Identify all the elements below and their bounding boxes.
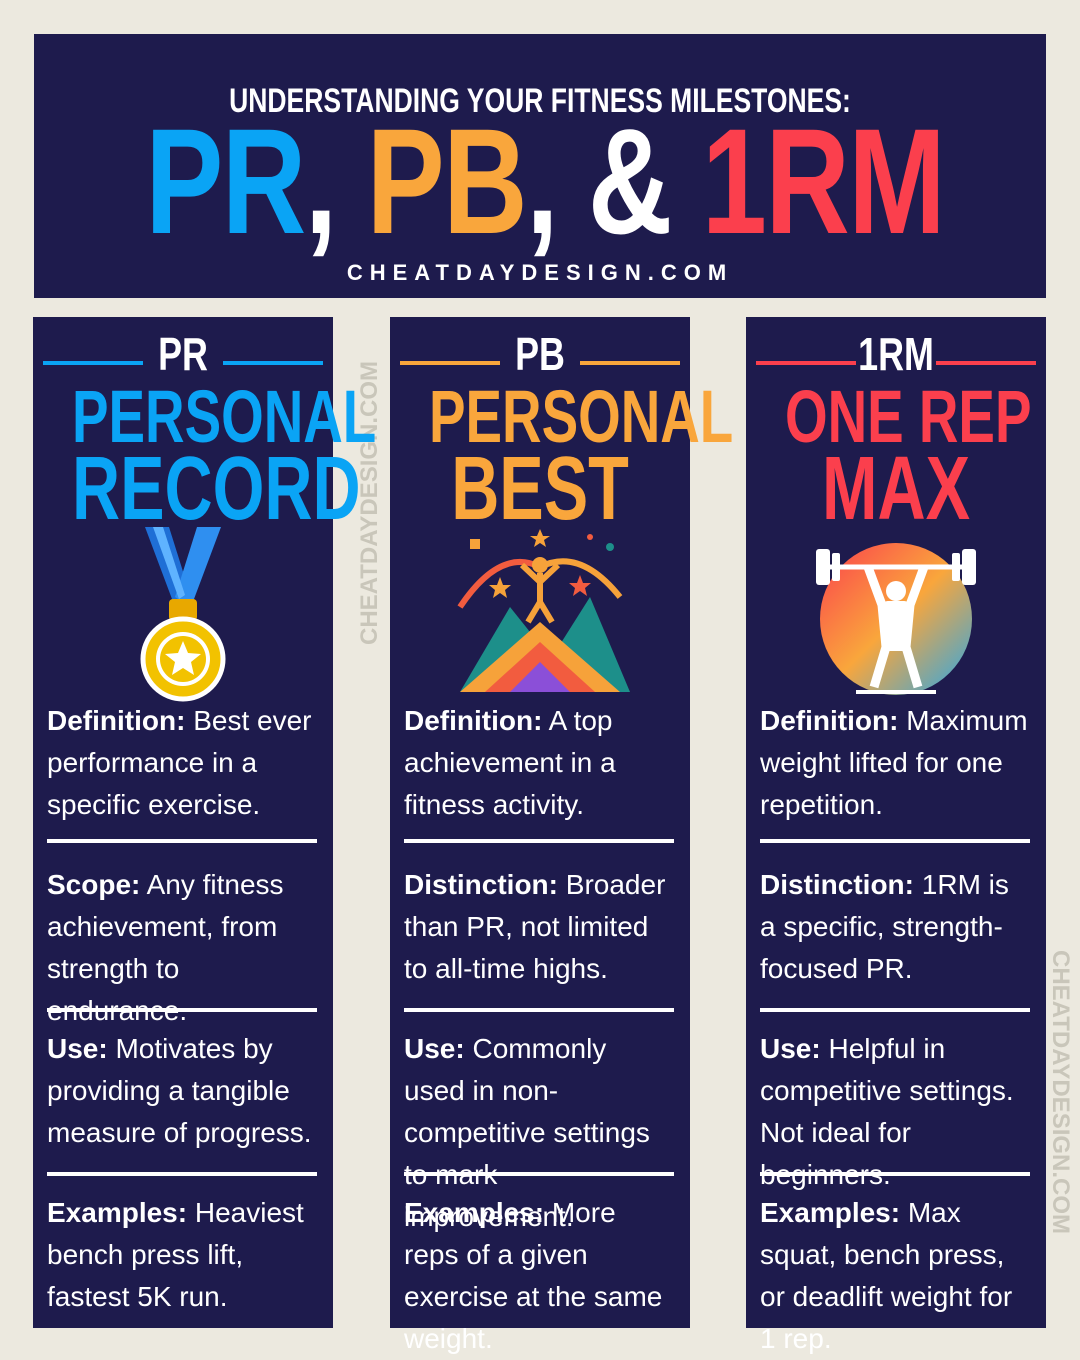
section-examples: Examples: Max squat, bench press, or dea… xyxy=(760,1197,1013,1354)
section-divider xyxy=(404,1008,674,1012)
column-title-line-1: PERSONAL xyxy=(429,375,734,458)
section-divider xyxy=(47,1008,317,1012)
title-1rm: 1RM xyxy=(701,97,946,265)
abbr-line-left xyxy=(43,361,143,365)
header-site: CHEATDAYDESIGN.COM xyxy=(346,260,734,285)
column-1rm: 1RM ONE REP MAX Definition: Maximum weig… xyxy=(746,317,1046,1354)
section-use: Use: Helpful in competitive settings. No… xyxy=(760,1033,1014,1190)
medal-icon xyxy=(140,527,226,702)
weightlifter-icon xyxy=(816,543,976,695)
section-divider xyxy=(760,1008,1030,1012)
section-distinction: Distinction: Broader than PR, not limite… xyxy=(404,869,666,984)
abbr-label: 1RM xyxy=(858,328,934,380)
header-kicker: UNDERSTANDING YOUR FITNESS MILESTONES: xyxy=(229,82,851,120)
section-divider xyxy=(47,1172,317,1176)
section-scope: Scope: Any fitness achievement, from str… xyxy=(47,869,284,1026)
header-banner: UNDERSTANDING YOUR FITNESS MILESTONES: P… xyxy=(34,34,1046,298)
section-divider xyxy=(47,839,317,843)
abbr-label: PB xyxy=(515,328,565,380)
abbr-row: PB xyxy=(400,331,680,377)
abbr-row: 1RM xyxy=(756,331,1036,377)
abbr-line-left xyxy=(400,361,500,365)
title-pb: PB xyxy=(366,97,528,265)
section-examples: Examples: More reps of a given exercise … xyxy=(404,1197,663,1354)
column-pr: PR PERSONAL RECORD Definition: Best ever… xyxy=(33,317,376,1328)
column-pb: PB PERSONAL BEST Definition: A top achie… xyxy=(390,317,734,1354)
title-sep-1: , xyxy=(304,97,367,265)
title-pr: PR xyxy=(145,97,306,265)
abbr-line-right xyxy=(936,361,1036,365)
header-title: PR, PB, & 1RM xyxy=(145,106,945,256)
watermark-right: CHEATDAYDESIGN.COM xyxy=(1047,950,1074,1235)
column-title-line-1: ONE REP xyxy=(785,375,1032,458)
title-amp: & xyxy=(587,97,702,265)
section-divider xyxy=(760,1172,1030,1176)
column-title-line-2: BEST xyxy=(451,439,629,539)
section-examples: Examples: Heaviest bench press lift, fas… xyxy=(47,1197,304,1312)
section-distinction: Distinction: 1RM is a specific, strength… xyxy=(760,869,1009,984)
section-divider xyxy=(404,1172,674,1176)
section-use: Use: Commonly used in non-competitive se… xyxy=(404,1033,650,1232)
section-definition: Definition: Best ever performance in a s… xyxy=(47,705,312,820)
column-title-line-2: RECORD xyxy=(72,439,361,539)
abbr-line-right xyxy=(223,361,323,365)
section-divider xyxy=(760,839,1030,843)
title-sep-2: , xyxy=(526,97,588,265)
section-definition: Definition: A top achievement in a fitne… xyxy=(404,705,616,820)
section-definition: Definition: Maximum weight lifted for on… xyxy=(760,705,1028,820)
column-title-line-2: MAX xyxy=(822,439,970,539)
abbr-line-right xyxy=(580,361,680,365)
section-divider xyxy=(404,839,674,843)
abbr-label: PR xyxy=(158,328,208,380)
abbr-row: PR xyxy=(43,331,323,377)
mountain-celebration-icon xyxy=(457,529,630,692)
section-use: Use: Motivates by providing a tangible m… xyxy=(47,1033,312,1148)
abbr-line-left xyxy=(756,361,856,365)
